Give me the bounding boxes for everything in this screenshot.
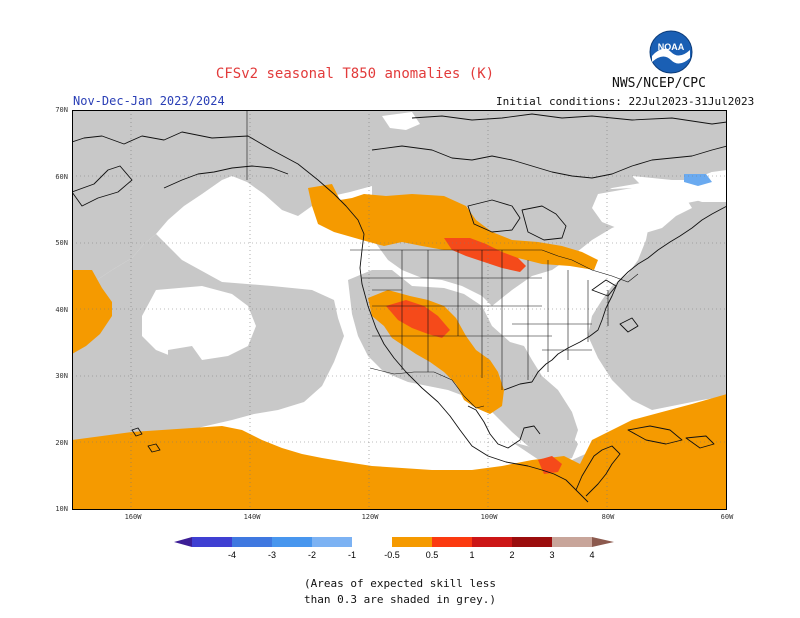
colorbar-tick-label: 4 [589,550,594,560]
colorbar-tick-label: 2 [509,550,514,560]
lon-label-160w: 160W [124,513,142,521]
colorbar-arrow-left [174,537,192,547]
colorbar-swatch [312,537,352,547]
colorbar-swatch [392,537,432,547]
lat-label-50n: 50N [55,239,68,247]
lat-label-10n: 10N [55,505,68,513]
colorbar-swatch [472,537,512,547]
map-frame [72,110,727,510]
colorbar-swatch [432,537,472,547]
logo-text: NOAA [658,42,685,52]
lat-label-70n: 70N [55,106,68,114]
colorbar: -4 -3 -2 -1 -0.5 0.5 1 2 3 4 [174,537,614,560]
colorbar-swatch [192,537,232,547]
lon-label-120w: 120W [361,513,379,521]
lon-label-140w: 140W [243,513,261,521]
colorbar-tick-label: -3 [268,550,276,560]
lat-label-40n: 40N [55,306,68,314]
colorbar-arrow-right [592,537,614,547]
lat-label-60n: 60N [55,173,68,181]
colorbar-swatches [174,537,614,547]
negative-anomaly-0p5-1 [684,174,712,186]
period-label: Nov-Dec-Jan 2023/2024 [73,94,225,108]
lon-label-60w: 60W [720,513,734,521]
noaa-logo: NOAA [649,30,693,74]
colorbar-labels: -4 -3 -2 -1 -0.5 0.5 1 2 3 4 [228,550,595,560]
initial-conditions-label: Initial conditions: 22Jul2023-31Jul2023 [496,95,755,108]
colorbar-swatch [552,537,592,547]
colorbar-tick-label: 1 [469,550,474,560]
lat-label-20n: 20N [55,439,68,447]
colorbar-tick-label: -1 [348,550,356,560]
skill-note: (Areas of expected skill less than 0.3 a… [300,576,500,608]
agency-label: NWS/NCEP/CPC [612,76,706,91]
colorbar-tick-label: -0.5 [384,550,400,560]
anomaly-map [72,110,727,510]
colorbar-swatch [512,537,552,547]
lon-label-100w: 100W [480,513,498,521]
map-title: CFSv2 seasonal T850 anomalies (K) [215,66,495,82]
coastlines [72,113,727,503]
colorbar-swatch [232,537,272,547]
colorbar-tick-label: 3 [549,550,554,560]
colorbar-tick-label: -4 [228,550,236,560]
skill-note-line-1: (Areas of expected skill less [303,577,497,590]
colorbar-swatch [352,537,392,547]
lat-label-30n: 30N [55,372,68,380]
colorbar-tick-label: -2 [308,550,316,560]
colorbar-tick-label: 0.5 [426,550,439,560]
skill-note-line-2: than 0.3 are shaded in grey.) [303,593,497,606]
political-borders [246,110,639,409]
lon-label-80w: 80W [601,513,615,521]
colorbar-swatch [272,537,312,547]
